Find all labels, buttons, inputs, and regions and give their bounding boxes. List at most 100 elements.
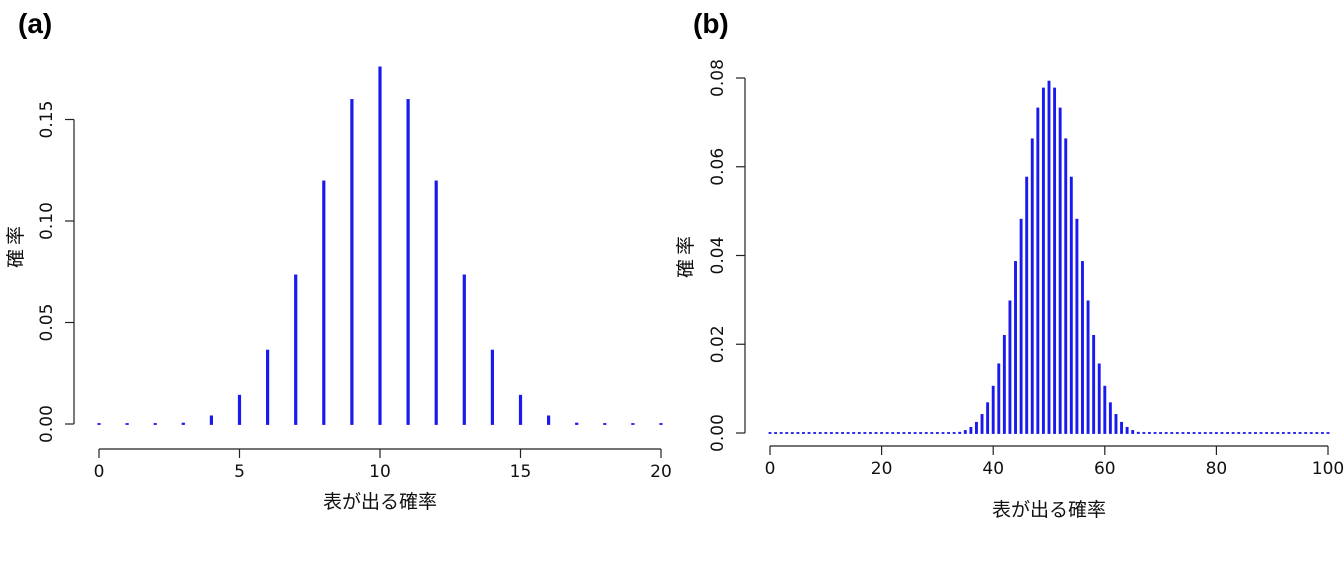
bar bbox=[1142, 432, 1146, 434]
bar bbox=[1164, 432, 1168, 434]
bar bbox=[322, 180, 326, 425]
bar bbox=[1086, 300, 1090, 434]
bar bbox=[896, 432, 900, 434]
x-axis-label: 表が出る確率 bbox=[992, 499, 1106, 521]
y-tick-label: 0.04 bbox=[708, 237, 728, 275]
bar bbox=[1053, 87, 1057, 434]
bar bbox=[237, 394, 242, 425]
bar bbox=[1315, 432, 1319, 434]
bar bbox=[980, 414, 984, 434]
bars-group bbox=[768, 80, 1330, 434]
bar bbox=[1326, 432, 1330, 434]
bar bbox=[1214, 432, 1218, 434]
y-tick-label: 0.00 bbox=[37, 405, 57, 443]
bar bbox=[952, 432, 956, 434]
bar bbox=[1304, 432, 1308, 434]
bar bbox=[1120, 421, 1123, 434]
x-tick-label: 5 bbox=[234, 462, 245, 482]
bars-group bbox=[97, 66, 663, 425]
bar bbox=[1248, 432, 1252, 434]
bar bbox=[181, 422, 185, 425]
bar bbox=[963, 430, 967, 434]
bar bbox=[1265, 432, 1269, 434]
bar bbox=[891, 432, 895, 434]
bar bbox=[1287, 432, 1291, 434]
bar bbox=[406, 99, 410, 425]
bar bbox=[1259, 432, 1263, 434]
bar bbox=[913, 432, 917, 434]
bar bbox=[575, 422, 579, 425]
bar bbox=[1153, 432, 1157, 434]
bar bbox=[1298, 432, 1302, 434]
bar bbox=[1147, 432, 1151, 434]
bar bbox=[1030, 138, 1034, 434]
bar bbox=[986, 402, 990, 434]
y-tick-label: 0.05 bbox=[37, 304, 57, 342]
bar bbox=[434, 180, 438, 425]
bar bbox=[924, 432, 928, 434]
bar bbox=[1231, 432, 1235, 434]
bar bbox=[1041, 87, 1045, 434]
x-tick-label: 80 bbox=[1206, 459, 1228, 479]
bar bbox=[209, 415, 213, 425]
bar bbox=[935, 432, 939, 434]
bar bbox=[1036, 107, 1040, 434]
bar bbox=[930, 432, 934, 434]
bar bbox=[1103, 385, 1107, 434]
bar bbox=[1209, 432, 1213, 434]
bar bbox=[997, 363, 1001, 434]
bar bbox=[125, 423, 129, 425]
bar bbox=[908, 432, 911, 434]
bar bbox=[947, 432, 951, 434]
bar bbox=[824, 432, 828, 434]
bar bbox=[813, 432, 817, 434]
chart-a-binomial-n20: 0 5 10 15 20 0.00 0.05 0.10 0.15 表が出る確率 確率 bbox=[5, 66, 672, 513]
bar bbox=[1309, 432, 1313, 434]
bar bbox=[885, 432, 889, 434]
bar bbox=[1276, 432, 1280, 434]
bar bbox=[1136, 431, 1140, 434]
bar bbox=[1293, 432, 1296, 434]
bar bbox=[857, 432, 861, 434]
x-tick-label: 15 bbox=[510, 462, 532, 482]
bar bbox=[1058, 107, 1062, 434]
y-tick-label: 0.02 bbox=[708, 325, 728, 363]
x-tick-label: 20 bbox=[871, 459, 893, 479]
bar bbox=[659, 423, 663, 425]
y-axis-label: 確率 bbox=[5, 222, 27, 268]
bar bbox=[880, 432, 884, 434]
x-tick-label: 20 bbox=[650, 462, 672, 482]
bar bbox=[941, 432, 945, 434]
y-tick-label: 0.15 bbox=[37, 101, 57, 139]
x-tick-label: 10 bbox=[369, 462, 391, 482]
bar bbox=[1064, 138, 1068, 434]
bar bbox=[1125, 426, 1129, 434]
bar bbox=[1175, 432, 1179, 434]
bar bbox=[153, 423, 157, 425]
bar bbox=[1075, 218, 1079, 434]
bar bbox=[991, 385, 995, 434]
bar bbox=[547, 415, 551, 425]
bar bbox=[841, 432, 844, 434]
y-axis-label: 確率 bbox=[675, 232, 697, 278]
bar bbox=[969, 426, 973, 434]
x-tick-label: 100 bbox=[1312, 459, 1344, 479]
bar bbox=[1159, 432, 1163, 434]
bar bbox=[1192, 432, 1196, 434]
bar bbox=[1081, 261, 1084, 434]
bar bbox=[868, 432, 872, 434]
bar bbox=[1220, 432, 1224, 434]
bar bbox=[874, 432, 878, 434]
bar bbox=[518, 394, 523, 425]
bar bbox=[1187, 432, 1190, 434]
bar bbox=[958, 431, 962, 434]
bar bbox=[1170, 432, 1174, 434]
panel-label-b: (b) bbox=[693, 8, 729, 39]
x-tick-label: 40 bbox=[982, 459, 1004, 479]
bar bbox=[790, 432, 794, 434]
bar bbox=[378, 66, 382, 425]
x-tick-label: 0 bbox=[765, 459, 776, 479]
bar bbox=[1002, 334, 1006, 434]
bar bbox=[1237, 432, 1241, 434]
